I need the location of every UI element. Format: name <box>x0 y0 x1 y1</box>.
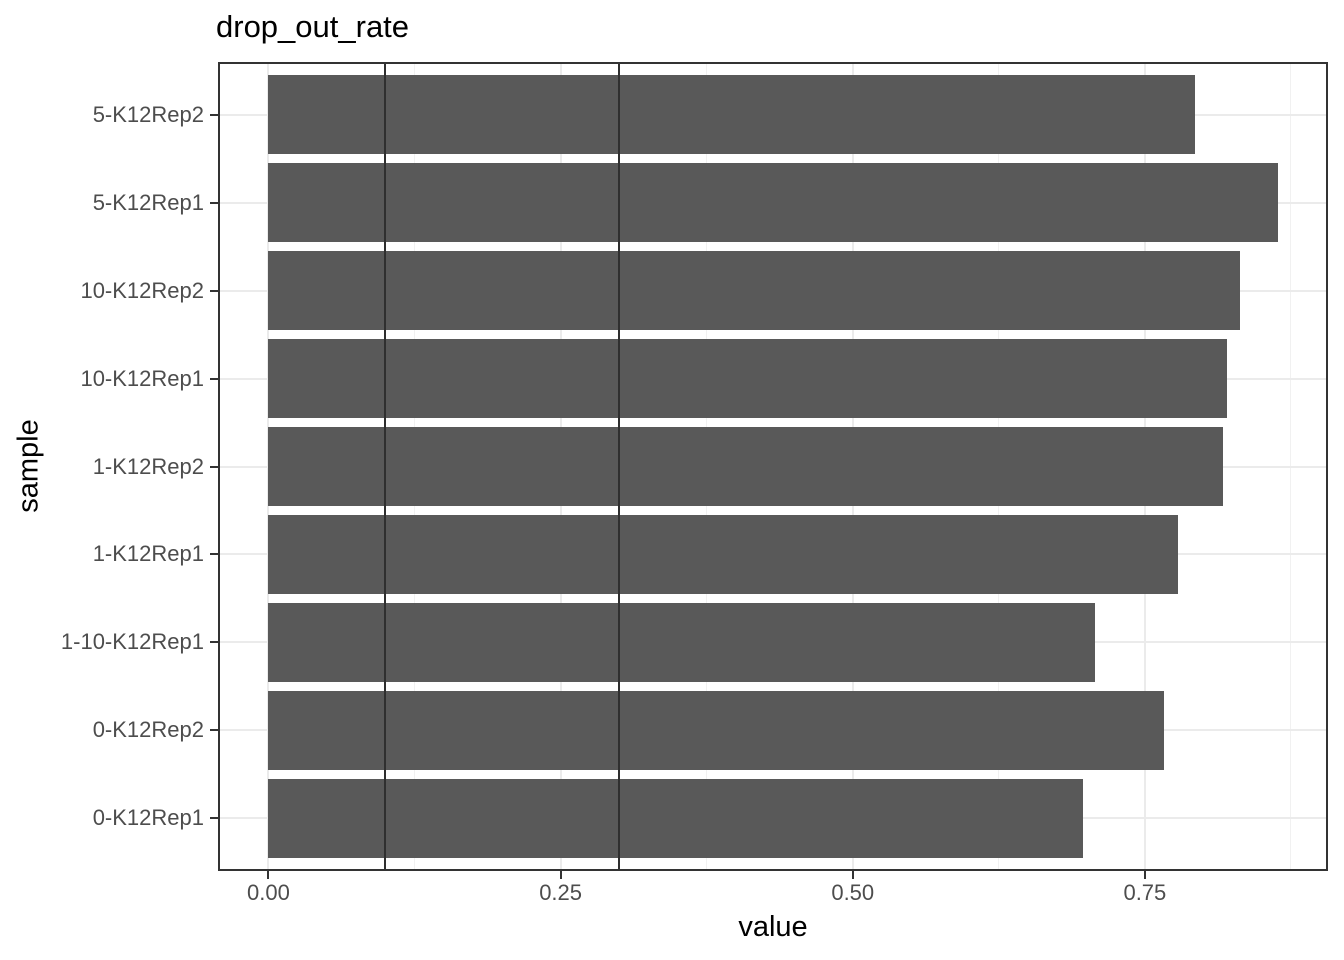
reference-line <box>384 62 387 871</box>
x-tick <box>1143 871 1146 879</box>
y-tick-label: 5-K12Rep2 <box>92 101 204 127</box>
y-tick <box>210 113 218 116</box>
x-tick <box>851 871 854 879</box>
y-tick <box>210 201 218 204</box>
plot-panel <box>218 62 1328 871</box>
x-tick-label: 0.00 <box>247 880 290 905</box>
bar <box>268 602 1095 682</box>
y-tick-label: 5-K12Rep1 <box>92 189 204 215</box>
bar <box>268 163 1279 243</box>
y-tick <box>210 641 218 644</box>
bar <box>268 690 1164 770</box>
x-tick <box>267 871 270 879</box>
bar <box>268 251 1240 331</box>
y-tick <box>210 377 218 380</box>
y-tick-label: 1-K12Rep1 <box>92 541 204 567</box>
x-tick-label: 0.75 <box>1123 880 1167 905</box>
y-tick-label: 10-K12Rep1 <box>80 365 204 391</box>
bar <box>268 338 1227 419</box>
y-tick <box>210 729 218 732</box>
y-tick-label: 0-K12Rep1 <box>92 805 204 831</box>
y-tick-label: 0-K12Rep2 <box>92 717 204 743</box>
x-tick <box>559 871 562 879</box>
bar <box>268 426 1224 507</box>
y-tick-label: 10-K12Rep2 <box>80 277 204 303</box>
x-tick-label: 0.25 <box>539 880 583 905</box>
reference-line <box>618 62 621 871</box>
x-axis-title: value <box>738 911 808 943</box>
bar <box>268 75 1196 155</box>
bar <box>268 514 1178 594</box>
x-tick-label: 0.50 <box>831 880 875 905</box>
chart-title: drop_out_rate <box>216 9 410 44</box>
y-tick <box>210 465 218 468</box>
y-tick <box>210 817 218 820</box>
y-tick <box>210 553 218 556</box>
bar <box>268 778 1083 858</box>
y-tick-label: 1-K12Rep2 <box>92 453 204 479</box>
y-tick-label: 1-10-K12Rep1 <box>60 629 204 655</box>
y-tick <box>210 289 218 292</box>
